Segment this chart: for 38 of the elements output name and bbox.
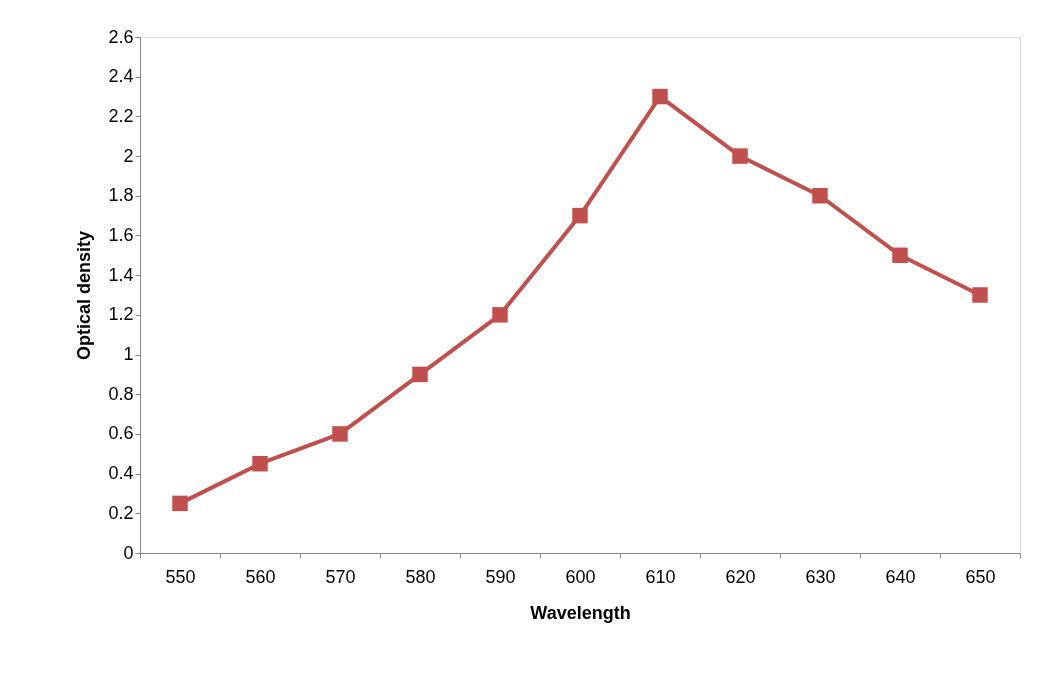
point (332, 426, 348, 442)
y-tick-label: 1.8 (108, 185, 134, 206)
y-tick-label: 2.2 (108, 105, 134, 126)
point (252, 455, 268, 472)
x-tick-label: 550 (165, 566, 196, 587)
x-tick-label: 590 (485, 566, 516, 587)
y-tick-label: 2.6 (108, 26, 134, 47)
x-axis-title: Wavelength (530, 602, 631, 623)
y-tick-label: 1.4 (108, 264, 134, 285)
point (572, 207, 588, 224)
point (652, 88, 668, 105)
point (892, 247, 908, 264)
x-tick-label: 570 (325, 566, 356, 587)
x-tick-label: 580 (405, 566, 436, 587)
x-tick-label: 650 (965, 566, 996, 587)
x-tick-label: 630 (805, 566, 836, 587)
y-tick-label: 2 (123, 145, 134, 166)
x-tick-label: 620 (725, 566, 756, 587)
y-axis-title: Optical density (74, 230, 95, 361)
y-tick-label: 0.2 (108, 502, 134, 523)
y-tick-label: 1.2 (108, 304, 134, 325)
point (732, 148, 748, 164)
y-tick-label: 1.6 (108, 224, 134, 245)
y-tick-label: 0 (123, 542, 134, 563)
x-tick-label: 640 (885, 566, 916, 587)
y-tick-label: 1 (123, 344, 134, 365)
point (412, 366, 428, 383)
point (972, 287, 988, 303)
point (172, 495, 188, 512)
x-tick-label: 560 (245, 566, 276, 587)
y-tick-label: 2.4 (108, 66, 134, 87)
y-tick-label: 0.8 (108, 383, 134, 404)
point (812, 188, 828, 204)
x-tick-label: 610 (645, 566, 676, 587)
y-tick-label: 0.6 (108, 423, 134, 444)
y-tick-label: 0.4 (108, 463, 134, 484)
x-tick-label: 600 (565, 566, 596, 587)
point (492, 307, 508, 323)
